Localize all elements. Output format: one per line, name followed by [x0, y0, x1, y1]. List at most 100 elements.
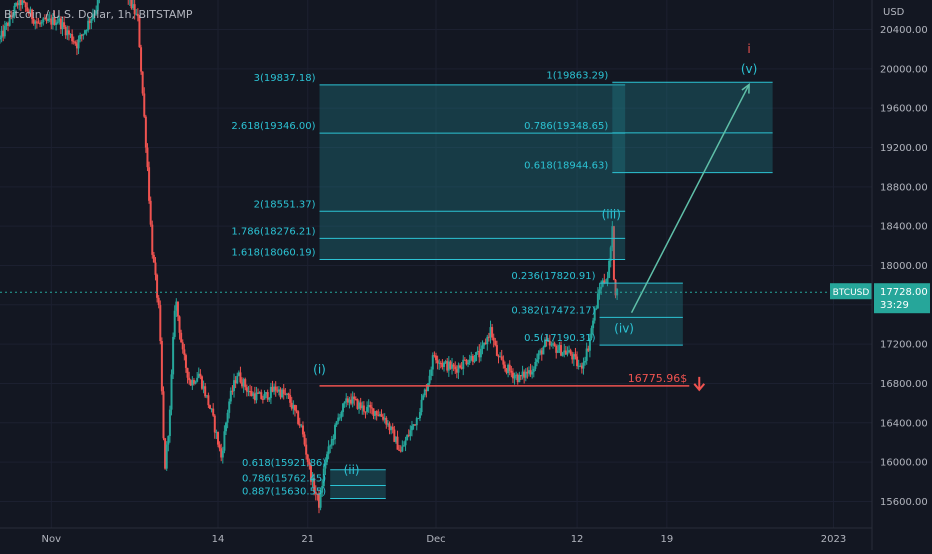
- candle-body: [72, 41, 75, 43]
- price-axis-tick-label: 18800.00: [880, 182, 928, 193]
- candle-body: [279, 389, 282, 398]
- time-axis-tick-label: 2023: [821, 534, 846, 545]
- symbol-title[interactable]: Bitcoin / U.S. Dollar, 1h, BITSTAMP: [4, 8, 193, 21]
- candle-body: [475, 352, 478, 362]
- fib-level-label: 1.618(18060.19): [231, 248, 315, 259]
- candle-body: [200, 376, 203, 389]
- candle-body: [404, 440, 407, 446]
- candle-body: [48, 18, 51, 20]
- candle-body: [91, 15, 94, 19]
- candle-body: [18, 0, 21, 6]
- candle-body: [459, 365, 462, 368]
- price-tag-countdown: 33:29: [880, 300, 909, 311]
- candle-body: [447, 361, 450, 371]
- candle-body: [342, 403, 345, 412]
- candle-body: [569, 350, 572, 355]
- candle-body: [316, 493, 319, 495]
- price-axis-background: [872, 0, 932, 550]
- candle-body: [417, 418, 420, 420]
- candle-body: [367, 405, 370, 407]
- candle-body: [53, 16, 56, 25]
- candle-body: [580, 365, 583, 369]
- candle-body: [152, 254, 155, 263]
- candle-body: [431, 355, 434, 370]
- symbol-tag[interactable]: [830, 283, 872, 300]
- fib-box-wave-v[interactable]: [612, 82, 773, 173]
- candle-body: [141, 71, 144, 94]
- wave-label: (i): [313, 363, 326, 377]
- candle-body: [433, 355, 436, 357]
- candle-body: [398, 449, 401, 451]
- candle-body: [364, 411, 367, 413]
- price-axis-currency: USD: [883, 7, 905, 18]
- candle-body: [311, 478, 314, 482]
- fib-level-label: 2.618(19346.00): [231, 121, 315, 132]
- candle-body: [47, 18, 50, 22]
- candle-body: [297, 411, 300, 424]
- fib-level-label: 0.618(18944.63): [524, 161, 608, 172]
- candle-body: [556, 350, 559, 353]
- candle-body: [287, 393, 290, 396]
- candle-body: [274, 386, 277, 391]
- candle-body: [612, 226, 615, 280]
- candle-body: [444, 361, 447, 363]
- candle-body: [435, 355, 437, 361]
- projection-arrow-line[interactable]: [630, 84, 750, 314]
- fib-box-wave-iii[interactable]: [319, 84, 626, 260]
- candle-body: [250, 391, 253, 396]
- candle-body: [388, 423, 391, 431]
- candle-body: [438, 362, 441, 364]
- candle-body: [510, 370, 513, 373]
- candle-body: [27, 11, 30, 14]
- fib-level-label: 0.786(19348.65): [524, 121, 608, 132]
- candle-body: [184, 355, 187, 368]
- candle-body: [467, 363, 470, 365]
- candle-body: [225, 422, 228, 432]
- candle-body: [21, 0, 24, 6]
- candle-body: [167, 436, 170, 445]
- candle-body: [298, 423, 301, 426]
- candle-body: [513, 375, 516, 379]
- candle-body: [178, 316, 181, 333]
- time-axis-tick-label: 12: [571, 534, 584, 545]
- candle-body: [149, 200, 152, 225]
- candle-body: [42, 18, 45, 22]
- candle-body: [13, 5, 16, 16]
- candle-body: [503, 364, 506, 369]
- candle-body: [412, 424, 415, 427]
- candle-body: [540, 350, 543, 355]
- candle-body: [314, 492, 317, 494]
- candle-body: [346, 398, 349, 403]
- candle-body: [598, 289, 601, 294]
- price-tag[interactable]: [874, 283, 930, 314]
- candle-body: [253, 393, 256, 401]
- candle-body: [69, 34, 72, 36]
- candle-body: [308, 462, 311, 465]
- price-axis-tick-label: 16800.00: [880, 379, 928, 390]
- fib-level-label: 3(19837.18): [254, 73, 316, 84]
- fib-box-wave-ii[interactable]: [330, 469, 386, 499]
- candle-body: [241, 382, 244, 387]
- candle-body: [401, 446, 404, 452]
- candle-body: [3, 25, 6, 37]
- candle-body: [537, 353, 540, 360]
- candle-body: [606, 277, 609, 283]
- candle-body: [180, 332, 183, 343]
- candle-body: [372, 408, 375, 416]
- candle-body: [0, 30, 3, 38]
- candle-body: [588, 338, 591, 351]
- candle-body: [210, 408, 213, 410]
- candle-body: [61, 22, 64, 30]
- candle-body: [454, 366, 457, 370]
- candle-body: [71, 34, 74, 42]
- candle-body: [555, 346, 558, 353]
- candle-body: [489, 327, 492, 338]
- candle-body: [242, 379, 245, 387]
- candle-body: [380, 414, 383, 417]
- candle-body: [140, 47, 143, 72]
- fib-level-label: 0.382(17472.17): [511, 305, 595, 316]
- candle-body: [600, 286, 603, 290]
- candle-body: [383, 417, 386, 420]
